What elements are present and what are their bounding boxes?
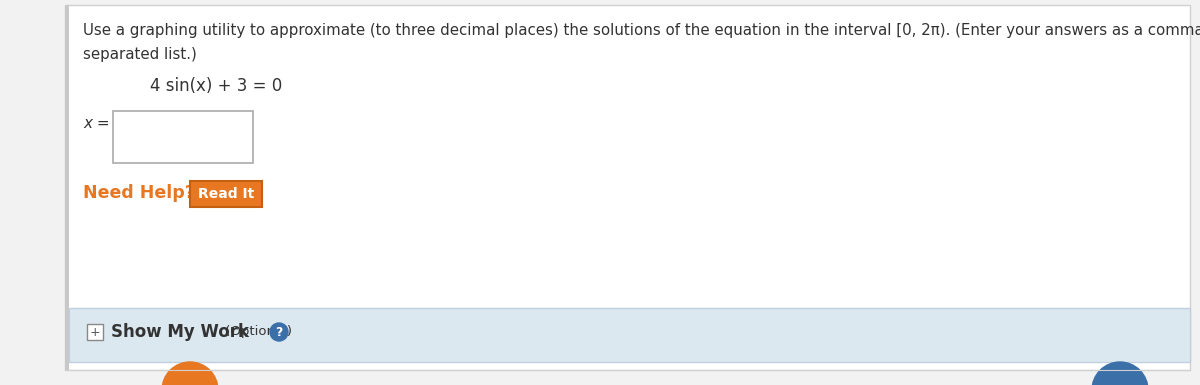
Text: Use a graphing utility to approximate (to three decimal places) the solutions of: Use a graphing utility to approximate (t…	[83, 23, 1200, 38]
Text: x =: x =	[83, 116, 109, 131]
Text: Read It: Read It	[198, 187, 254, 201]
Circle shape	[270, 323, 288, 341]
Bar	[65, 5, 70, 370]
Text: 4 sin(x) + 3 = 0: 4 sin(x) + 3 = 0	[150, 77, 282, 95]
Circle shape	[162, 362, 218, 385]
Text: Show My Work: Show My Work	[112, 323, 250, 341]
Text: ?: ?	[275, 325, 283, 338]
Bar	[190, 181, 262, 207]
Text: (Optional): (Optional)	[221, 325, 292, 338]
Bar	[88, 324, 103, 340]
Text: +: +	[90, 325, 101, 338]
Bar	[113, 111, 253, 163]
Text: Need Help?: Need Help?	[83, 184, 194, 202]
Bar	[70, 308, 1190, 362]
Text: separated list.): separated list.)	[83, 47, 197, 62]
Circle shape	[1092, 362, 1148, 385]
